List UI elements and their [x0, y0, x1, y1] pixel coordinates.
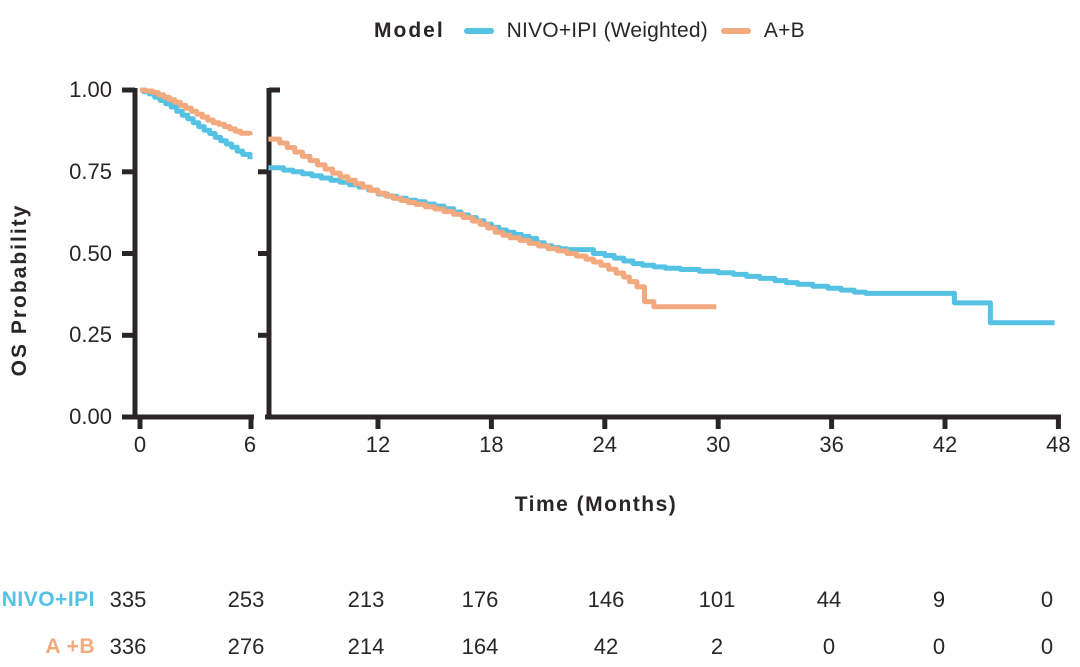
x-axis-title: Time (Months) [514, 493, 678, 516]
curve-nivo-ipi-panel1 [140, 87, 253, 160]
risk-value-row1-t12: 214 [347, 634, 385, 659]
risk-value-row0-t48: 0 [1040, 587, 1054, 612]
y-tick-label-0.00: 0.00 [69, 404, 112, 429]
risk-row-label-nivo-ipi: NIVO+IPI [1, 588, 95, 611]
x-tick-label-6: 6 [243, 432, 257, 457]
risk-value-row1-t30: 2 [710, 634, 724, 659]
x-tick-label-12: 12 [365, 432, 391, 457]
x-tick-label-30: 30 [705, 432, 731, 457]
risk-value-row1-t18: 164 [461, 634, 499, 659]
x-tick-label-36: 36 [819, 432, 844, 457]
risk-value-row0-t24: 146 [587, 587, 625, 612]
risk-value-row1-t42: 0 [932, 634, 946, 659]
legend-label-nivo-ipi: NIVO+IPI (Weighted) [506, 19, 708, 42]
curve-a-b-panel2 [268, 136, 717, 310]
risk-value-row0-t42: 9 [932, 587, 946, 612]
x-tick-label-42: 42 [932, 432, 958, 457]
y-tick-label-1.00: 1.00 [69, 77, 112, 102]
curve-a-b-panel1 [140, 87, 253, 136]
y-tick-label-0.75: 0.75 [69, 158, 112, 184]
risk-value-row0-t36: 44 [816, 587, 842, 612]
risk-value-row1-t24: 42 [593, 634, 619, 659]
risk-value-row0-t18: 176 [461, 587, 499, 612]
risk-value-row0-t0: 335 [109, 587, 147, 612]
risk-value-row1-t48: 0 [1040, 634, 1054, 659]
risk-value-row1-t36: 0 [822, 634, 836, 659]
risk-value-row1-t6: 276 [227, 634, 265, 659]
legend-swatch-nivo-ipi-icon [463, 28, 494, 34]
x-tick-label-0: 0 [133, 432, 147, 457]
chart-legend: Model NIVO+IPI (Weighted) A+B [374, 18, 805, 44]
x-tick-label-18: 18 [479, 432, 504, 457]
risk-value-row0-t6: 253 [227, 587, 265, 612]
legend-label-a-b: A+B [763, 19, 805, 42]
y-tick-label-0.25: 0.25 [69, 322, 112, 348]
y-tick-label-0.50: 0.50 [69, 240, 112, 266]
legend-title: Model [374, 19, 445, 42]
risk-value-row0-t12: 213 [347, 587, 385, 612]
x-tick-label-48: 48 [1046, 432, 1071, 457]
risk-value-row1-t0: 336 [109, 634, 147, 659]
risk-value-row0-t30: 101 [698, 587, 736, 612]
x-tick-label-24: 24 [592, 432, 618, 457]
legend-swatch-a-b-icon [720, 28, 751, 34]
risk-row-label-a-b: A +B [45, 635, 95, 658]
